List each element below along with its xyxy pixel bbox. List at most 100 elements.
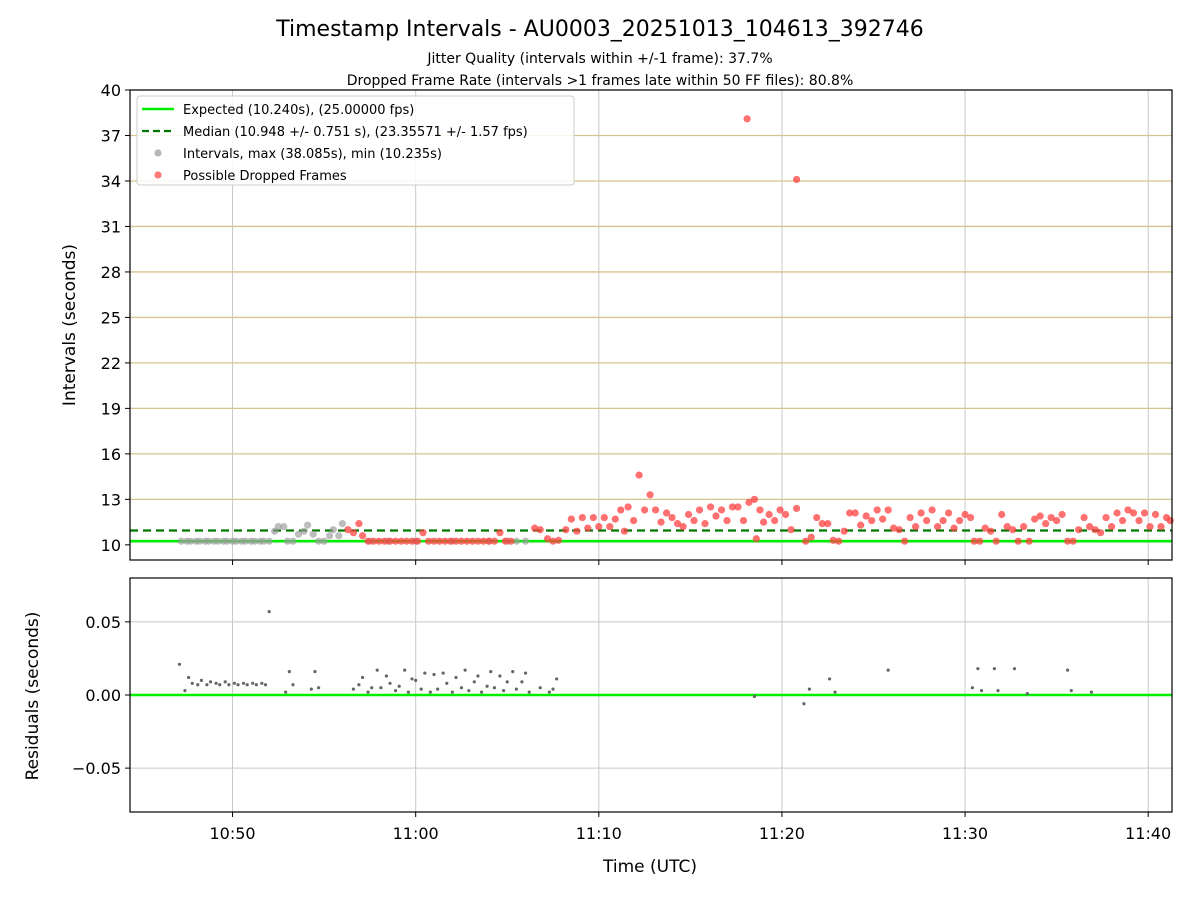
dropped-frame-point-88 bbox=[829, 536, 837, 544]
residual-point-34 bbox=[384, 674, 388, 678]
interval-point-28 bbox=[309, 530, 317, 538]
dropped-frame-point-80 bbox=[787, 526, 795, 534]
dropped-frame-point-127 bbox=[1042, 520, 1050, 528]
residual-point-74 bbox=[807, 687, 812, 691]
dropped-frame-point-133 bbox=[1075, 526, 1083, 534]
residual-point-39 bbox=[406, 690, 410, 694]
residual-point-3 bbox=[190, 681, 194, 685]
residual-point-21 bbox=[284, 690, 288, 694]
dropped-frame-point-3 bbox=[358, 532, 367, 540]
residual-point-22 bbox=[287, 670, 291, 674]
dropped-frame-point-18 bbox=[441, 537, 449, 545]
dropped-frame-point-13 bbox=[413, 537, 422, 545]
legend-entry-3: Possible Dropped Frames bbox=[183, 169, 347, 184]
residual-point-69 bbox=[547, 690, 551, 694]
residual-point-52 bbox=[463, 668, 467, 672]
dropped-frame-point-0 bbox=[344, 526, 352, 534]
dropped-frame-point-8 bbox=[386, 537, 394, 545]
interval-point-27 bbox=[304, 521, 312, 529]
dropped-frame-point-92 bbox=[851, 509, 859, 517]
dropped-frame-point-121 bbox=[1009, 526, 1017, 534]
interval-point-26 bbox=[300, 527, 308, 535]
dropped-frame-point-134 bbox=[1080, 513, 1088, 522]
dropped-frame-point-42 bbox=[595, 523, 603, 531]
dropped-frame-point-118 bbox=[992, 537, 1000, 545]
dropped-frame-point-108 bbox=[939, 516, 947, 525]
residual-point-49 bbox=[450, 690, 454, 694]
residual-point-75 bbox=[827, 677, 832, 681]
interval-point-4 bbox=[195, 537, 204, 545]
intervals-y-tick-label-2: 16 bbox=[101, 445, 121, 464]
dropped-frame-point-150 bbox=[1166, 516, 1174, 525]
dropped-frame-point-55 bbox=[662, 509, 671, 517]
residual-point-70 bbox=[551, 687, 555, 691]
dropped-frame-point-51 bbox=[640, 506, 649, 514]
x-tick-label-4: 11:30 bbox=[942, 824, 988, 843]
residual-point-45 bbox=[432, 672, 436, 677]
dropped-frame-point-25 bbox=[479, 537, 488, 545]
residual-point-86 bbox=[1069, 689, 1073, 693]
residuals-y-axis-label: Residuals (seconds) bbox=[23, 612, 43, 781]
residual-point-5 bbox=[199, 678, 204, 682]
residual-point-42 bbox=[419, 687, 423, 691]
dropped-frame-point-97 bbox=[879, 515, 887, 523]
dropped-frame-point-103 bbox=[912, 523, 920, 531]
x-axis-label: Time (UTC) bbox=[602, 857, 697, 877]
interval-point-12 bbox=[232, 537, 240, 545]
dropped-frame-point-142 bbox=[1124, 506, 1132, 514]
dropped-frame-point-91 bbox=[846, 509, 854, 517]
residual-point-83 bbox=[1012, 667, 1017, 671]
residual-point-66 bbox=[523, 671, 528, 675]
intervals-y-tick-label-10: 40 bbox=[101, 81, 121, 100]
interval-point-6 bbox=[205, 537, 213, 545]
dropped-frame-point-7 bbox=[380, 537, 389, 545]
residual-point-80 bbox=[979, 689, 984, 693]
dropped-frame-point-106 bbox=[928, 506, 936, 514]
residual-point-24 bbox=[309, 687, 313, 691]
residual-point-56 bbox=[480, 690, 484, 694]
dropped-frame-point-86 bbox=[818, 520, 826, 528]
residual-point-53 bbox=[467, 689, 471, 693]
dropped-frame-point-27 bbox=[490, 537, 499, 545]
residual-point-29 bbox=[360, 675, 365, 680]
interval-point-32 bbox=[329, 526, 337, 534]
residual-point-12 bbox=[232, 681, 236, 685]
dropped-frame-point-79 bbox=[781, 510, 790, 519]
dropped-frame-point-35 bbox=[554, 536, 563, 544]
dropped-frame-point-84 bbox=[807, 533, 815, 541]
dropped-frame-point-37 bbox=[567, 515, 575, 523]
dropped-frame-point-11 bbox=[402, 537, 411, 545]
dropped-frame-point-102 bbox=[906, 513, 914, 522]
dropped-frame-point-49 bbox=[630, 516, 638, 525]
dropped-frame-point-34 bbox=[549, 537, 557, 545]
dropped-frame-point-5 bbox=[369, 537, 378, 545]
residual-point-43 bbox=[423, 671, 427, 675]
dropped-frame-point-110 bbox=[950, 524, 958, 532]
dropped-frame-point-94 bbox=[862, 512, 870, 520]
intervals-panel: 10 13 16 19 22 25 28 31 34 37 40 Expected (10.240s)… bbox=[101, 81, 1174, 565]
x-tick-label-1: 11:00 bbox=[393, 824, 439, 843]
dropped-frame-point-62 bbox=[701, 520, 709, 528]
residual-point-78 bbox=[970, 686, 974, 690]
interval-point-24 bbox=[289, 537, 297, 545]
dropped-frame-point-20 bbox=[452, 537, 460, 545]
dropped-frame-point-77 bbox=[771, 516, 779, 525]
dropped-frame-point-116 bbox=[981, 524, 989, 532]
dropped-frame-point-136 bbox=[1091, 526, 1099, 534]
interval-point-16 bbox=[250, 537, 259, 545]
intervals-y-tick-label-9: 37 bbox=[101, 126, 121, 145]
residual-point-4 bbox=[196, 683, 200, 687]
residual-point-30 bbox=[366, 690, 370, 694]
residual-point-61 bbox=[501, 689, 506, 693]
dropped-frame-point-1 bbox=[349, 529, 358, 537]
intervals-y-tick-label-7: 31 bbox=[101, 217, 121, 236]
residual-point-58 bbox=[489, 670, 493, 674]
dropped-frame-point-32 bbox=[536, 526, 544, 534]
dropped-frame-point-70 bbox=[745, 498, 753, 506]
dropped-frame-point-105 bbox=[923, 516, 931, 525]
dropped-frame-point-90 bbox=[840, 527, 848, 535]
dropped-frame-point-147 bbox=[1151, 510, 1160, 519]
interval-point-8 bbox=[214, 537, 222, 545]
dropped-frame-point-82 bbox=[792, 175, 801, 184]
